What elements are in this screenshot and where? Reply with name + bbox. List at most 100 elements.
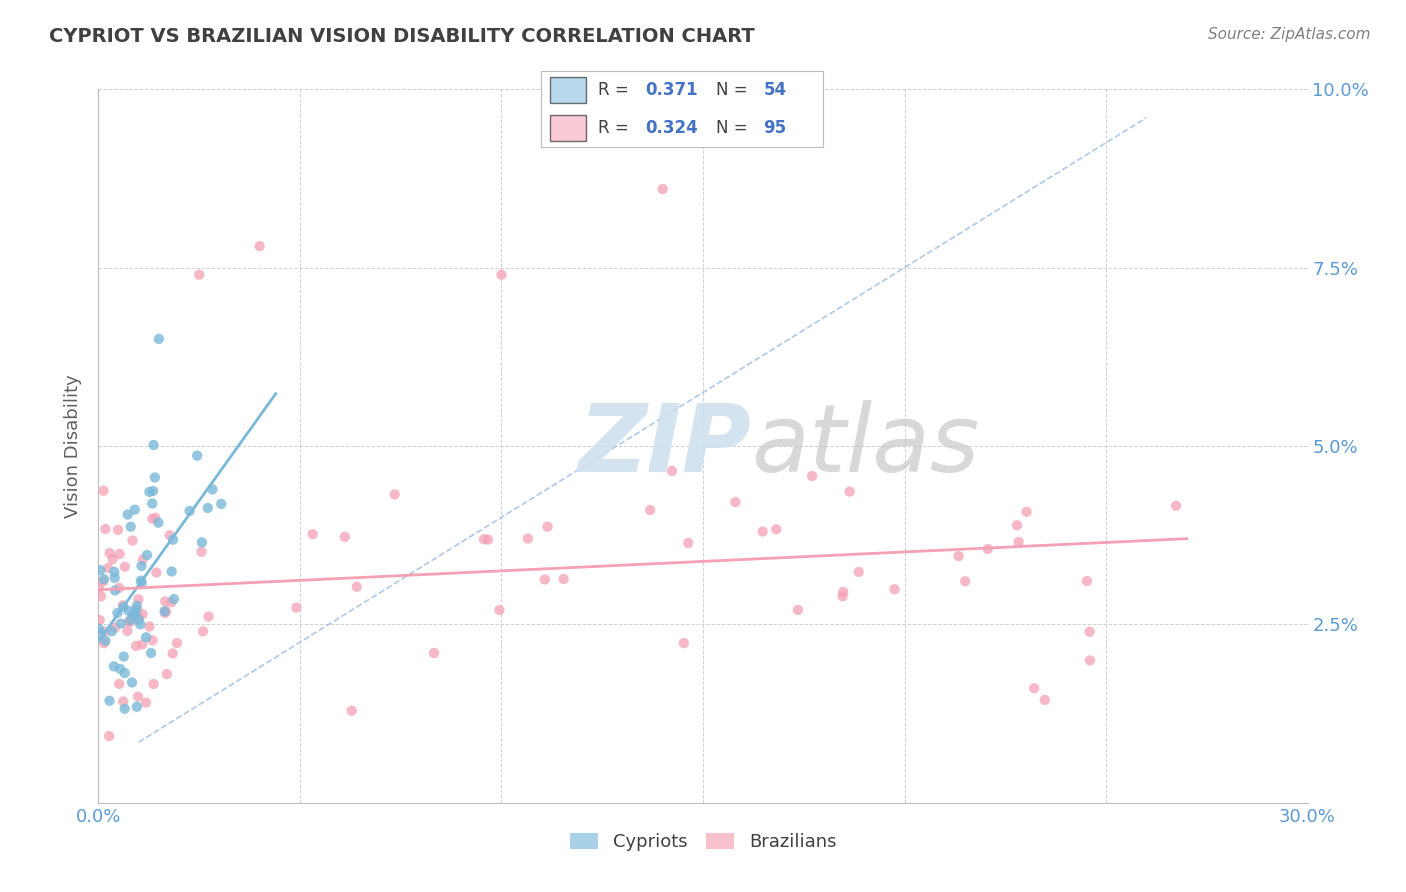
Point	[209, 497, 232, 511]
Point	[101, 624, 124, 639]
Point	[188, 268, 211, 282]
Point	[751, 524, 773, 539]
Point	[131, 607, 153, 621]
Point	[1007, 535, 1029, 549]
Text: 0.371: 0.371	[645, 81, 697, 99]
Point	[848, 565, 870, 579]
Point	[1078, 653, 1101, 667]
Point	[1005, 518, 1028, 533]
Y-axis label: Vision Disability: Vision Disability	[65, 374, 83, 518]
Point	[948, 549, 970, 563]
Point	[143, 510, 166, 524]
Point	[340, 704, 363, 718]
Point	[831, 590, 853, 604]
Point	[125, 639, 148, 653]
Point	[488, 603, 510, 617]
Point	[148, 332, 170, 346]
Point	[883, 582, 905, 597]
Point	[1033, 693, 1056, 707]
Text: CYPRIOT VS BRAZILIAN VISION DISABILITY CORRELATION CHART: CYPRIOT VS BRAZILIAN VISION DISABILITY C…	[49, 27, 755, 45]
Point	[120, 613, 142, 627]
Text: ZIP: ZIP	[578, 400, 751, 492]
Point	[672, 636, 695, 650]
Point	[423, 646, 446, 660]
Point	[108, 677, 131, 691]
Point	[301, 527, 323, 541]
Point	[160, 595, 183, 609]
Point	[838, 484, 860, 499]
Point	[155, 594, 177, 608]
Point	[132, 552, 155, 566]
Point	[117, 624, 139, 638]
Point	[110, 616, 132, 631]
Point	[118, 604, 141, 618]
Point	[787, 603, 810, 617]
Point	[94, 633, 117, 648]
Point	[142, 677, 165, 691]
Point	[142, 483, 165, 498]
Point	[143, 470, 166, 484]
Point	[112, 600, 135, 615]
Point	[832, 585, 855, 599]
Point	[197, 500, 219, 515]
Point	[93, 483, 115, 498]
Point	[94, 624, 117, 639]
Point	[1166, 499, 1188, 513]
Point	[94, 522, 117, 536]
Point	[384, 487, 406, 501]
Point	[139, 646, 162, 660]
Point	[89, 613, 111, 627]
Point	[142, 633, 165, 648]
Point	[101, 552, 124, 566]
Point	[107, 523, 129, 537]
Point	[108, 662, 131, 676]
Point	[98, 694, 121, 708]
Point	[120, 520, 142, 534]
Point	[346, 580, 368, 594]
Point	[977, 541, 1000, 556]
Point	[135, 696, 157, 710]
Point	[1024, 681, 1046, 696]
Point	[90, 626, 112, 640]
Point	[121, 607, 143, 622]
Point	[108, 581, 131, 595]
Point	[534, 573, 557, 587]
Point	[138, 484, 160, 499]
Point	[124, 502, 146, 516]
Point	[638, 503, 661, 517]
Point	[121, 675, 143, 690]
Point	[97, 561, 120, 575]
Point	[138, 619, 160, 633]
Point	[190, 545, 212, 559]
Point	[1015, 505, 1038, 519]
Point	[131, 575, 153, 590]
Point	[953, 574, 976, 589]
Point	[121, 533, 143, 548]
Point	[104, 621, 127, 635]
Point	[111, 599, 134, 613]
Point	[128, 613, 150, 627]
Point	[125, 602, 148, 616]
Point	[118, 615, 141, 629]
Text: R =: R =	[598, 81, 634, 99]
Point	[153, 606, 176, 620]
Point	[801, 469, 824, 483]
Point	[166, 636, 188, 650]
Point	[114, 559, 136, 574]
Legend: Cypriots, Brazilians: Cypriots, Brazilians	[562, 825, 844, 858]
Point	[136, 548, 159, 562]
Point	[553, 572, 575, 586]
Point	[155, 604, 177, 618]
Point	[93, 636, 115, 650]
Point	[105, 606, 128, 620]
Point	[724, 495, 747, 509]
Point	[477, 533, 499, 547]
Point	[90, 590, 112, 604]
Point	[124, 604, 146, 618]
Text: 95: 95	[763, 120, 786, 137]
Point	[104, 583, 127, 598]
Point	[162, 533, 184, 547]
Point	[516, 532, 538, 546]
Text: 0.324: 0.324	[645, 120, 699, 137]
Point	[536, 519, 558, 533]
